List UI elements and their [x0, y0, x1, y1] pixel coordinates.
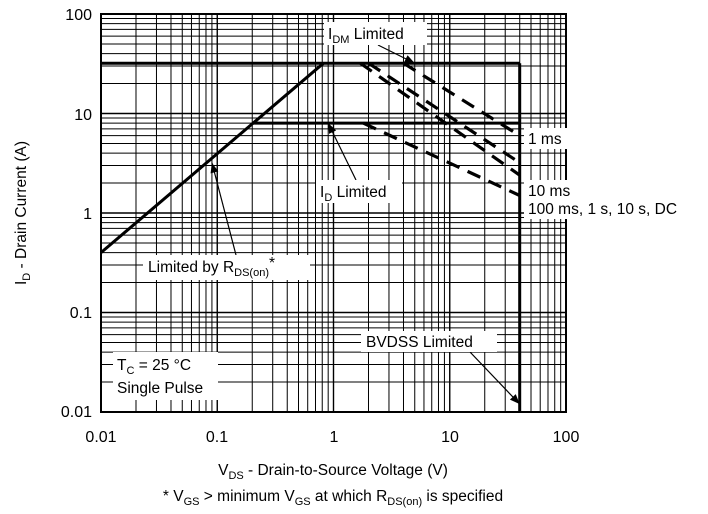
arrow-id-shaft [327, 122, 357, 181]
x-tick-labels: 0.01 0.1 1 10 100 [85, 429, 579, 446]
x-axis-label: VDS - Drain-to-Source Voltage (V) [218, 462, 448, 482]
series-layer [100, 61, 522, 412]
single-pulse-label: Single Pulse [117, 380, 203, 397]
label-1ms: 1 ms [528, 131, 562, 148]
label-box [324, 22, 427, 45]
y-tick-labels: 100 10 1 0.1 0.01 [61, 7, 92, 421]
label-box [524, 128, 568, 149]
y-tick-label: 1 [83, 206, 92, 223]
x-tick-label: 0.1 [206, 429, 228, 446]
y-tick-label: 0.1 [70, 305, 92, 322]
arrow-bvdss-shaft [469, 351, 521, 405]
idm-limited-label: IDM Limited [328, 26, 404, 46]
x-tick-label: 100 [553, 429, 580, 446]
y-tick-label: 0.01 [61, 404, 92, 421]
series-line-rdson [100, 62, 325, 254]
arrow-rdson-head [210, 162, 219, 174]
footnote: * VGS > minimum VGS at which RDS(on) is … [163, 488, 503, 508]
y-axis-label: ID - Drain Current (A) [13, 141, 33, 285]
annotation-labels: IDM Limited ID Limited Limited by RDS(on… [113, 22, 702, 400]
y-tick-label: 100 [65, 7, 92, 24]
label-100ms-dc: 100 ms, 1 s, 10 s, DC [528, 201, 677, 218]
label-box [361, 331, 497, 352]
arrow-id-head [328, 123, 337, 134]
arrow-idm-head [404, 55, 415, 64]
tc-label: TC = 25 °C [117, 357, 191, 377]
label-box [113, 352, 218, 400]
label-box [524, 180, 578, 201]
x-tick-label: 0.01 [85, 429, 116, 446]
label-10ms: 10 ms [528, 183, 570, 200]
label-box [143, 255, 310, 280]
annotation-arrows [210, 44, 521, 405]
y-tick-label: 10 [74, 107, 92, 124]
series-line-100ms [359, 61, 521, 177]
series-line-10ms [367, 61, 521, 165]
rdson-limited-label: Limited by RDS(on)* [148, 255, 275, 279]
arrow-bvdss-head [509, 394, 520, 405]
x-tick-label: 1 [330, 429, 339, 446]
bvdss-limited-label: BVDSS Limited [366, 334, 473, 351]
label-box [524, 198, 702, 219]
x-tick-label: 10 [441, 429, 459, 446]
series-line-dc [362, 121, 521, 197]
id-limited-label: ID Limited [320, 184, 387, 204]
arrow-rdson-shaft [211, 162, 237, 256]
label-box [316, 180, 402, 203]
